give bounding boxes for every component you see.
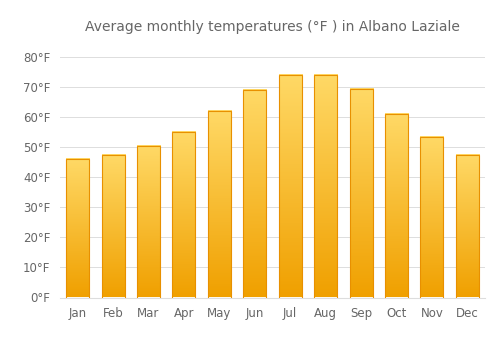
Bar [385,114,408,298]
Bar [208,111,231,298]
Bar [102,155,124,298]
Bar [278,75,301,298]
Bar [172,132,196,298]
Title: Average monthly temperatures (°F ) in Albano Laziale: Average monthly temperatures (°F ) in Al… [85,20,460,34]
Bar [244,90,266,298]
Bar [456,155,479,298]
Bar [314,75,337,298]
Bar [420,137,444,298]
Bar [66,159,89,298]
Bar [137,146,160,298]
Bar [350,89,372,298]
